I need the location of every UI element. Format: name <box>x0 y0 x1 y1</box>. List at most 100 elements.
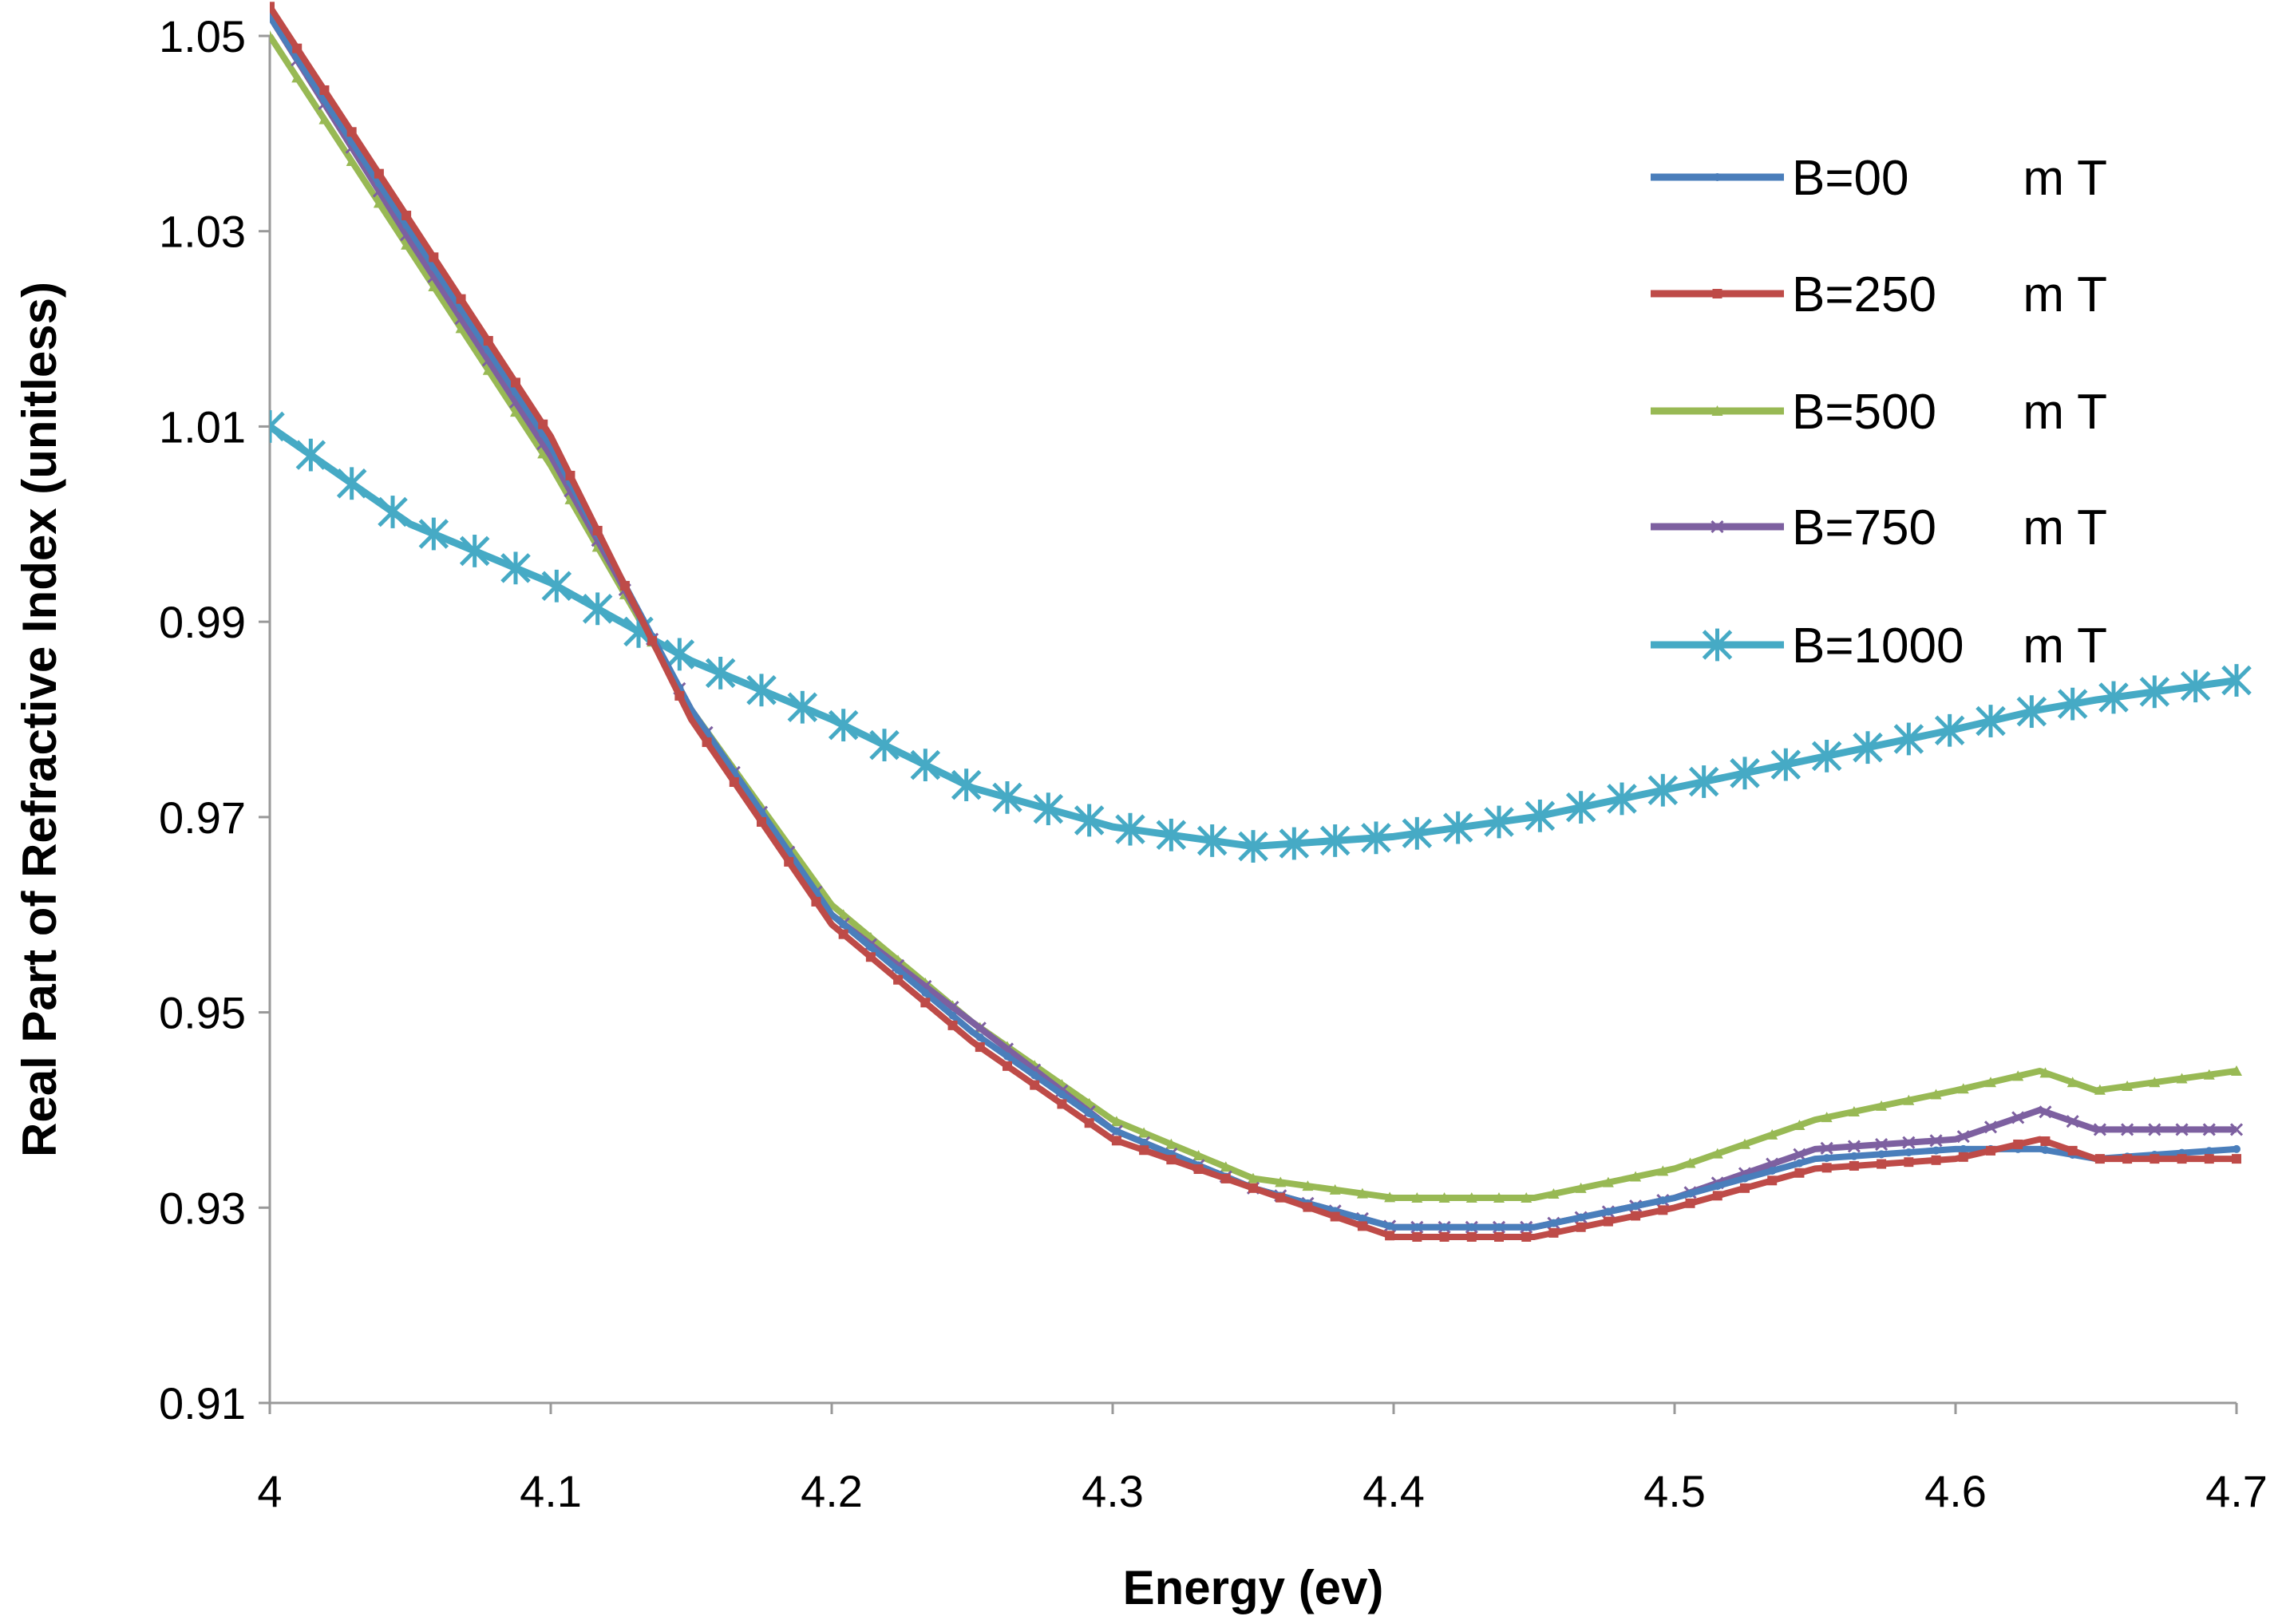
data-point <box>2066 1115 2079 1128</box>
data-point <box>1111 1136 1121 1146</box>
data-point <box>828 709 859 742</box>
data-point <box>1193 1164 1204 1175</box>
data-point <box>582 592 613 626</box>
data-point <box>1603 1216 1613 1227</box>
data-point <box>1822 1154 1831 1163</box>
data-point <box>1279 827 1310 860</box>
data-point <box>1607 782 1637 816</box>
data-point <box>374 168 384 179</box>
x-tick-label: 4.4 <box>1363 1466 1425 1516</box>
legend-label: B=00 <box>1792 151 1909 206</box>
data-point <box>2221 664 2252 697</box>
data-point <box>318 113 330 124</box>
data-point <box>1904 1157 1914 1168</box>
data-point <box>270 410 285 443</box>
data-point <box>1140 1138 1149 1147</box>
data-point <box>1330 1211 1340 1222</box>
data-point <box>1740 1183 1750 1193</box>
data-point <box>2122 1081 2134 1092</box>
data-point <box>319 85 330 95</box>
data-point <box>705 656 736 690</box>
data-point <box>1385 1231 1395 1241</box>
data-point <box>1411 1192 1423 1203</box>
data-point <box>1685 1198 1695 1208</box>
data-point <box>2041 1146 2050 1155</box>
data-point <box>866 943 875 951</box>
data-point <box>1657 1165 1669 1176</box>
data-point <box>757 816 766 827</box>
data-point <box>2016 695 2047 729</box>
data-point <box>1440 1223 1449 1231</box>
data-point <box>647 635 658 646</box>
x-tick-label: 4.5 <box>1643 1466 1706 1516</box>
data-point <box>291 72 303 83</box>
data-point <box>401 239 413 250</box>
legend: B=00 m T B=250 m T B=500 m T B=750 m T B=1000 m T <box>1651 151 2107 674</box>
x-tick-label: 4.2 <box>801 1466 863 1516</box>
data-point <box>921 989 930 998</box>
data-point <box>1495 1223 1503 1231</box>
data-point <box>1659 1196 1667 1205</box>
data-point <box>1030 1080 1040 1090</box>
data-point <box>1329 1183 1341 1195</box>
data-point <box>1110 1116 1122 1127</box>
series-b-500 <box>270 30 2242 1203</box>
data-point <box>2122 1154 2133 1164</box>
data-point <box>784 856 794 867</box>
data-point <box>1493 1192 1505 1203</box>
legend-item: B=1000 m T <box>1651 618 2107 674</box>
data-point <box>1849 1160 1859 1171</box>
data-point <box>1548 1227 1559 1238</box>
data-point <box>1165 1138 1177 1149</box>
y-tick-label: 1.01 <box>159 401 246 452</box>
data-point <box>1357 1221 1367 1231</box>
legend-unit: m T <box>2023 385 2107 440</box>
series-b-1000 <box>270 410 2252 863</box>
data-point <box>1467 1223 1476 1231</box>
data-point <box>1548 1187 1560 1199</box>
data-point <box>1986 1145 1995 1156</box>
data-point <box>1932 1146 1940 1155</box>
data-point <box>1877 1159 1887 1169</box>
data-point <box>702 737 712 748</box>
legend-marker <box>1702 628 1733 662</box>
data-point <box>1957 1083 1969 1094</box>
data-point <box>1238 830 1268 863</box>
legend-item: B=250 m T <box>1651 267 2107 322</box>
data-point <box>1956 1130 1970 1144</box>
data-point <box>1958 1152 1968 1162</box>
data-point <box>2121 1123 2134 1136</box>
data-point <box>1930 1089 1942 1100</box>
y-tick-label: 0.97 <box>159 792 246 843</box>
data-point <box>2150 1154 2160 1164</box>
data-point <box>894 966 903 974</box>
data-point <box>920 998 931 1008</box>
data-point <box>910 749 941 781</box>
data-point <box>1248 1183 1258 1193</box>
y-tick-label: 0.95 <box>159 988 246 1038</box>
data-point <box>295 438 326 472</box>
data-point <box>270 30 275 41</box>
data-point <box>1220 1173 1231 1183</box>
legend-label: B=500 <box>1792 385 1936 440</box>
data-point <box>1686 1189 1695 1198</box>
data-point <box>1741 1174 1749 1183</box>
data-point <box>839 920 848 929</box>
data-point <box>1820 1141 1833 1155</box>
x-ticks: 4 4.1 4.2 4.3 4.4 4.5 4.6 4.7 <box>257 1403 2268 1516</box>
data-point <box>455 322 467 334</box>
y-tick-label: 0.93 <box>159 1183 246 1233</box>
data-point <box>1112 1127 1121 1136</box>
data-point <box>346 156 358 167</box>
data-point <box>1156 818 1187 852</box>
data-point <box>1849 1152 1858 1160</box>
data-point <box>893 974 904 985</box>
data-point <box>746 674 777 707</box>
legend-label: B=750 <box>1792 500 1936 555</box>
data-point <box>2067 1145 2078 1156</box>
legend-unit: m T <box>2023 500 2107 555</box>
data-point <box>992 780 1022 814</box>
data-point <box>1793 1148 1806 1161</box>
data-point <box>1030 1071 1039 1080</box>
data-point <box>1484 805 1514 839</box>
